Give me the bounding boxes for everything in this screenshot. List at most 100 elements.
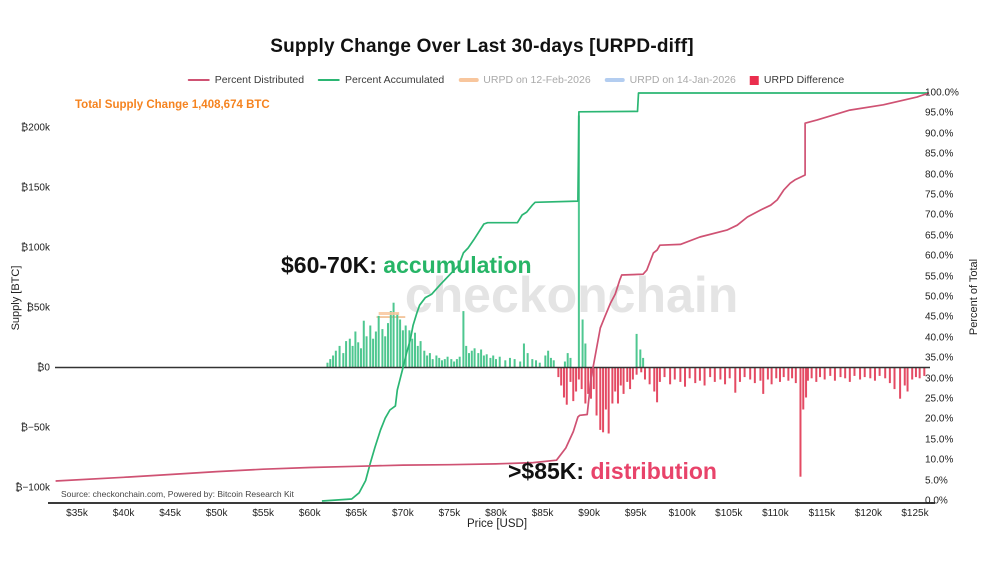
distribution-bar [653, 367, 656, 392]
accumulation-bar [635, 333, 638, 368]
accumulation-bar [519, 361, 522, 368]
accumulation-bar [467, 353, 470, 368]
distribution-bar [839, 367, 842, 378]
distribution-bar [753, 367, 756, 384]
legend-item-urpd-difference[interactable]: URPD Difference [749, 74, 844, 86]
accumulation-bar [365, 336, 368, 368]
distribution-bar [724, 367, 727, 385]
distribution-bar [577, 367, 580, 380]
distribution-bar [766, 367, 769, 380]
distribution-bar [611, 367, 614, 404]
accumulation-bar [438, 357, 441, 368]
distribution-bar [614, 367, 617, 392]
accumulation-bar [338, 345, 341, 368]
accumulation-bar [552, 360, 555, 368]
distribution-bar [806, 367, 809, 381]
distribution-bar [749, 367, 752, 380]
distribution-bar [878, 367, 881, 376]
legend-swatch-icon [749, 75, 759, 85]
accumulation-bar [431, 359, 434, 368]
distribution-bar [728, 367, 731, 379]
accumulation-bar [408, 330, 411, 368]
accumulation-annotation-prefix: $60-70K: [281, 252, 377, 278]
distribution-bar [884, 367, 887, 379]
legend-item-urpd-on-14-jan-2026[interactable]: URPD on 14-Jan-2026 [604, 74, 736, 86]
distribution-bar [829, 367, 832, 376]
legend-item-percent-distributed[interactable]: Percent Distributed [187, 74, 304, 86]
distribution-bar [778, 367, 781, 382]
accumulation-bar [526, 353, 529, 368]
accumulation-bar [399, 319, 402, 368]
accumulation-bar [492, 355, 495, 368]
distribution-bar [626, 367, 629, 382]
x-axis-title: Price [USD] [466, 518, 528, 530]
distribution-bar [713, 367, 716, 382]
distribution-bar [616, 367, 619, 404]
accumulation-bar [351, 345, 354, 368]
accumulation-bar [384, 336, 387, 368]
accumulation-bar [440, 360, 443, 368]
accumulation-bar [392, 302, 395, 368]
distribution-bar [810, 367, 813, 379]
legend-item-urpd-on-12-feb-2026[interactable]: URPD on 12-Feb-2026 [458, 74, 591, 86]
distribution-bar [906, 367, 909, 392]
accumulation-bar [369, 325, 372, 368]
source-note: Source: checkonchain.com, Powered by: Bi… [61, 489, 294, 499]
accumulation-bar [584, 343, 587, 368]
distribution-bar [819, 367, 822, 378]
distribution-bar [656, 367, 659, 403]
legend-item-label: URPD on 14-Jan-2026 [629, 74, 736, 86]
accumulation-bar [411, 338, 414, 368]
accumulation-bar [354, 331, 357, 368]
distribution-bar [684, 367, 687, 387]
distribution-bar [848, 367, 851, 382]
legend-swatch-icon [604, 78, 625, 82]
distribution-bar [893, 367, 896, 390]
accumulation-bar [508, 357, 511, 368]
distribution-bar [743, 367, 746, 378]
accumulation-bar [531, 359, 534, 368]
accumulation-bar [389, 311, 392, 368]
distribution-bar [903, 367, 906, 386]
distribution-bar [815, 367, 818, 382]
distribution-bar [782, 367, 785, 378]
accumulation-bar [334, 350, 337, 368]
accumulation-bar [498, 356, 501, 368]
accumulation-bar [538, 362, 541, 368]
accumulation-bar [326, 362, 329, 368]
accumulation-bar [404, 325, 407, 368]
distribution-bar [604, 367, 607, 410]
accumulation-bar [462, 311, 465, 368]
accumulation-bar [581, 319, 584, 368]
accumulation-bar [494, 359, 497, 368]
accumulation-bar [381, 329, 384, 368]
distribution-bar [580, 367, 583, 390]
legend-item-percent-accumulated[interactable]: Percent Accumulated [318, 74, 444, 86]
accumulation-bar [401, 330, 404, 368]
distribution-bar [658, 367, 661, 382]
distribution-bar [914, 367, 917, 378]
accumulation-bar [362, 320, 365, 368]
accumulation-bar [435, 355, 438, 368]
accumulation-bar [450, 359, 453, 368]
distribution-bar [572, 367, 575, 402]
accumulation-bar [639, 349, 642, 368]
distribution-bar [719, 367, 722, 380]
distribution-bar [607, 367, 610, 434]
distribution-bar [859, 367, 862, 380]
accumulation-bar [569, 357, 572, 368]
distribution-bar [669, 367, 672, 385]
distribution-bar [575, 367, 578, 392]
distribution-bar [738, 367, 741, 382]
distribution-bar [619, 367, 622, 386]
distribution-bar [560, 367, 563, 386]
accumulation-bar [544, 355, 547, 368]
distribution-bar [869, 367, 872, 379]
accumulation-bar [549, 357, 552, 368]
distribution-bar [584, 367, 587, 404]
distribution-bar [802, 367, 805, 410]
distribution-bar [663, 367, 666, 378]
distribution-bar [587, 367, 590, 394]
